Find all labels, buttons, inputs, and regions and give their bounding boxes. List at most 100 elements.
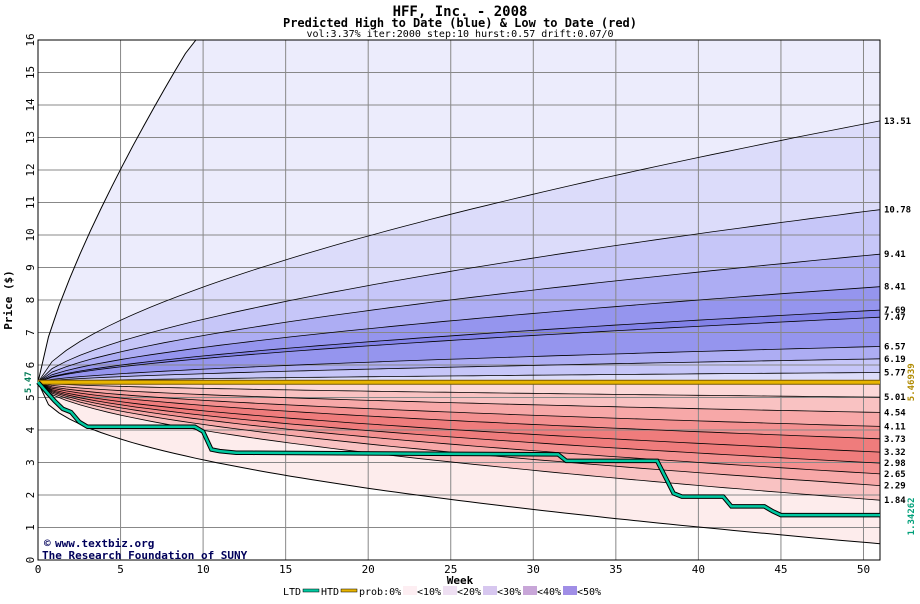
low-quantile-end-label: 2.65 — [884, 470, 906, 480]
y-tick-label: 16 — [24, 33, 37, 46]
legend-label: LTD — [283, 587, 301, 598]
high-band — [38, 209, 880, 383]
low-quantile-line — [37, 381, 881, 464]
low-quantile-end-label: 5.01 — [884, 393, 906, 403]
y-tick-label: 0 — [24, 557, 37, 564]
high-quantile-line — [37, 120, 881, 383]
low-quantile-line — [37, 381, 881, 453]
y-tick-label: 14 — [24, 98, 37, 112]
low-quantile-end-label: 2.98 — [884, 459, 906, 469]
start-price-label: 5.47 — [24, 371, 34, 393]
high-quantile-end-label: 8.41 — [884, 283, 906, 293]
high-band — [38, 310, 880, 383]
low-band — [38, 382, 880, 439]
legend-swatch — [302, 588, 320, 593]
high-quantile-line — [37, 253, 881, 383]
legend-swatch — [403, 586, 417, 595]
x-tick-label: 20 — [362, 563, 375, 576]
high-band — [38, 286, 880, 383]
low-quantile-line — [37, 381, 881, 440]
credit-site-icon: © — [44, 537, 51, 550]
chart-subtitle: Predicted High to Date (blue) & Low to D… — [283, 16, 637, 30]
high-band — [38, 120, 880, 383]
legend-label: <10% — [417, 587, 441, 598]
legend-label: <20% — [457, 587, 481, 598]
y-tick-label: 12 — [24, 163, 37, 176]
high-quantile-line — [37, 372, 881, 383]
high-quantile-end-label: 5.77 — [884, 368, 906, 378]
chart-params: vol:3.37% iter:2000 step:10 hurst:0.57 d… — [306, 29, 613, 40]
x-tick-label: 45 — [774, 563, 787, 576]
high-quantile-line — [37, 286, 881, 383]
legend-label: HTD — [321, 587, 339, 598]
htd-value-label: 5.46939 — [907, 363, 917, 401]
low-band — [38, 382, 880, 464]
y-tick-label: 2 — [24, 492, 37, 499]
low-quantile-line — [37, 381, 881, 475]
x-tick-label: 40 — [692, 563, 705, 576]
y-tick-label: 10 — [24, 228, 37, 241]
chart-title: HFF, Inc. - 2008 — [393, 4, 528, 20]
x-tick-label: 10 — [196, 563, 209, 576]
high-quantile-end-label: 13.51 — [884, 117, 911, 127]
high-quantile-line — [37, 316, 881, 383]
high-band — [38, 346, 880, 383]
low-quantile-end-label: 2.29 — [884, 482, 906, 492]
y-tick-label: 3 — [24, 459, 37, 466]
low-band — [38, 382, 880, 474]
legend: LTD HTD prob:0% <10% <20% <30% <40% <50% — [283, 586, 601, 598]
credit-block: © www.textbiz.org The Research Foundatio… — [42, 537, 248, 562]
y-tick-label: 1 — [24, 524, 37, 531]
legend-swatch — [523, 586, 537, 595]
x-tick-label: 5 — [117, 563, 124, 576]
axis-ticks: 0 5 10 15 20 25 30 35 40 45 5001234567891011121314… — [24, 33, 870, 576]
x-tick-label: 30 — [527, 563, 540, 576]
low-band — [38, 382, 880, 398]
y-tick-label: 5 — [24, 394, 37, 401]
y-tick-label: 7 — [24, 329, 37, 336]
low-quantile-end-label: 4.11 — [884, 422, 906, 432]
ltd-value-label: 1.34262 — [907, 497, 917, 535]
grid-lines — [37, 39, 881, 561]
x-axis-label: Week — [447, 574, 474, 587]
low-quantile-line — [37, 381, 881, 398]
y-tick-label: 13 — [24, 131, 37, 144]
low-quantile-end-label: 3.73 — [884, 435, 906, 445]
x-tick-label: 50 — [857, 563, 870, 576]
outer-high-bound-line — [37, 39, 880, 383]
low-band — [38, 382, 880, 486]
y-tick-label: 4 — [24, 426, 37, 433]
credit-organization: The Research Foundation of SUNY — [42, 549, 248, 562]
quantile-contours — [37, 39, 881, 545]
outer-low-bound-line — [37, 381, 881, 545]
legend-swatch — [483, 586, 497, 595]
low-quantile-end-label: 1.84 — [884, 496, 906, 506]
y-axis-label: Price ($) — [2, 270, 15, 330]
y-tick-label: 9 — [24, 264, 37, 271]
high-quantile-line — [37, 309, 881, 383]
high-quantile-end-label: 6.57 — [884, 342, 906, 352]
legend-label: <50% — [577, 587, 601, 598]
x-tick-label: 25 — [444, 563, 457, 576]
high-band — [38, 40, 880, 383]
ltd-line — [37, 381, 880, 517]
legend-label: <40% — [537, 587, 561, 598]
legend-swatch — [563, 586, 577, 595]
quantile-end-labels: 13.51 10.78 9.41 8.41 7.697.47 6.57 6.19 5.77 5.… — [884, 117, 911, 506]
high-quantile-end-label: 7.69 — [884, 306, 906, 316]
y-tick-label: 8 — [24, 297, 37, 304]
y-tick-label: 11 — [24, 196, 37, 209]
low-quantile-line — [37, 381, 881, 413]
x-tick-label: 0 — [35, 563, 42, 576]
x-tick-label: 15 — [279, 563, 292, 576]
high-quantile-end-label: 9.41 — [884, 250, 906, 260]
high-quantile-line — [37, 358, 881, 383]
series-lines — [36, 379, 880, 518]
high-band — [38, 254, 880, 383]
low-quantile-line — [37, 381, 881, 427]
x-tick-label: 35 — [609, 563, 622, 576]
high-band — [38, 317, 880, 383]
high-quantile-end-label: 6.19 — [884, 355, 906, 365]
